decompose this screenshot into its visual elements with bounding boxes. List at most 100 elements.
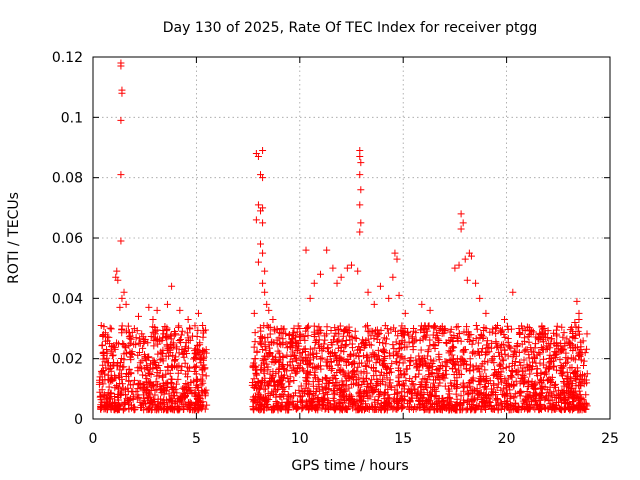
data-point (386, 394, 394, 402)
data-point (546, 351, 554, 359)
data-point (540, 346, 548, 354)
data-point (481, 366, 489, 374)
data-point (134, 351, 142, 359)
data-point (316, 326, 324, 334)
data-point (286, 373, 294, 381)
data-point (359, 375, 367, 383)
data-point (251, 338, 259, 346)
data-point (376, 339, 384, 347)
data-point (355, 381, 363, 389)
data-point (320, 340, 328, 348)
data-point (306, 390, 314, 398)
data-point (115, 396, 123, 404)
data-point (277, 382, 285, 390)
data-point (360, 368, 368, 376)
data-point (474, 339, 482, 347)
data-point (476, 294, 484, 302)
data-point (497, 386, 505, 394)
data-point (406, 375, 414, 383)
data-point (571, 393, 579, 401)
y-tick-label: 0.08 (52, 171, 83, 187)
data-point (545, 365, 553, 373)
data-point (171, 357, 179, 365)
data-point (200, 353, 208, 361)
data-point (468, 405, 476, 413)
data-point (142, 400, 150, 408)
data-point (250, 375, 258, 383)
data-point (316, 344, 324, 352)
data-point (259, 219, 267, 227)
data-point (546, 358, 554, 366)
data-point (472, 322, 480, 330)
data-point (113, 339, 121, 347)
data-point (259, 249, 267, 257)
data-point (436, 379, 444, 387)
data-point (433, 365, 441, 373)
data-point (485, 398, 493, 406)
data-point (421, 358, 429, 366)
data-point (560, 382, 568, 390)
data-point (419, 394, 427, 402)
data-point (284, 361, 292, 369)
data-point (321, 332, 329, 340)
data-point (338, 377, 346, 385)
data-point (249, 379, 257, 387)
data-point (109, 351, 117, 359)
data-point (507, 372, 515, 380)
data-point (516, 389, 524, 397)
data-point (434, 397, 442, 405)
data-point (560, 378, 568, 386)
data-point (548, 406, 556, 414)
data-point (431, 341, 439, 349)
data-point (99, 331, 107, 339)
data-point (168, 380, 176, 388)
data-point (140, 395, 148, 403)
data-point (117, 62, 125, 70)
data-point (269, 372, 277, 380)
data-point (394, 364, 402, 372)
data-point (318, 354, 326, 362)
data-point (199, 371, 207, 379)
data-point (576, 381, 584, 389)
data-point (493, 394, 501, 402)
data-point (558, 363, 566, 371)
data-point (504, 334, 512, 342)
data-point (122, 344, 130, 352)
data-point (468, 349, 476, 357)
data-point (372, 352, 380, 360)
data-point (118, 329, 126, 337)
data-point (548, 378, 556, 386)
data-point (287, 352, 295, 360)
data-point (127, 381, 135, 389)
data-point (515, 349, 523, 357)
data-point (479, 345, 487, 353)
data-point (198, 366, 206, 374)
data-point (322, 374, 330, 382)
data-point (357, 346, 365, 354)
data-point (331, 405, 339, 413)
data-point (521, 395, 529, 403)
data-point (202, 372, 210, 380)
data-point (302, 357, 310, 365)
data-point (571, 334, 579, 342)
data-point (448, 381, 456, 389)
data-point (568, 323, 576, 331)
data-point (145, 303, 153, 311)
data-point (483, 337, 491, 345)
data-point (533, 365, 541, 373)
data-point (419, 362, 427, 370)
data-point (563, 374, 571, 382)
data-point (513, 368, 521, 376)
data-point (107, 367, 115, 375)
data-point (346, 391, 354, 399)
data-point (303, 324, 311, 332)
data-point (260, 379, 268, 387)
data-point (280, 374, 288, 382)
data-point (260, 359, 268, 367)
data-point (526, 405, 534, 413)
data-point (178, 327, 186, 335)
data-point (434, 335, 442, 343)
data-point (292, 343, 300, 351)
data-point (453, 374, 461, 382)
data-point (116, 303, 124, 311)
